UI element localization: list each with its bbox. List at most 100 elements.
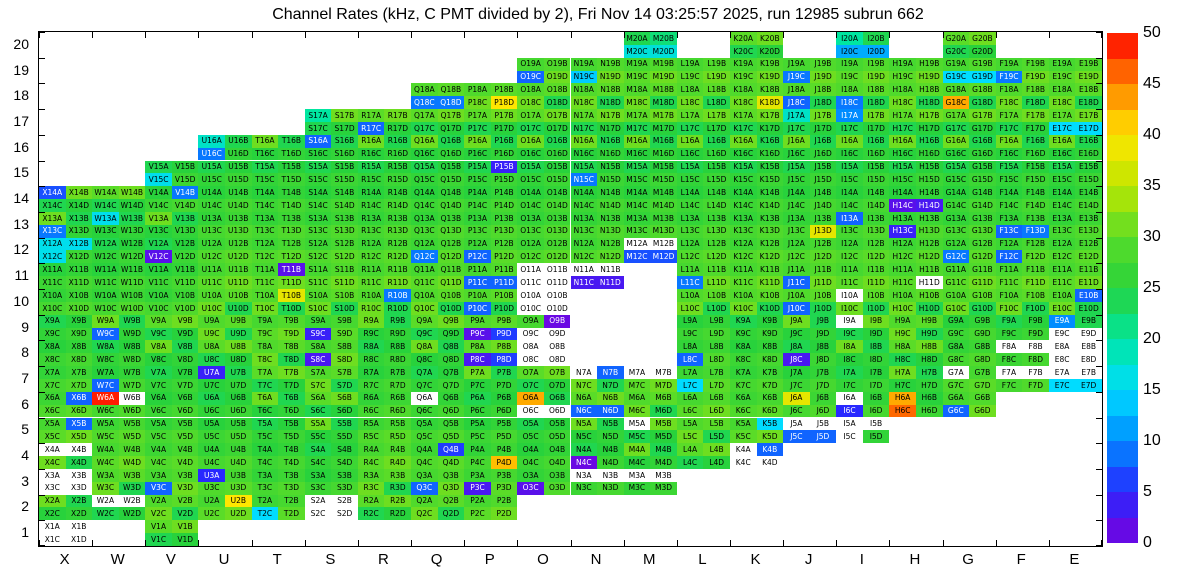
channel-cell: V6C (145, 404, 172, 418)
channel-cell: H10B (915, 289, 943, 302)
channel-cell: U13A (198, 211, 225, 225)
channel-cell: P4A (464, 443, 491, 457)
channel-cell: V12B (171, 237, 199, 251)
channel-cell: M5C (623, 430, 651, 444)
channel-cell: S2C (304, 507, 332, 521)
channel-cell: K5D (756, 430, 784, 444)
channel-cell: T5D (278, 430, 305, 444)
channel-cell: T11B (278, 263, 305, 277)
channel-cell: M17D (650, 121, 677, 135)
channel-cell: R2C (357, 507, 385, 521)
channel-cell: I12A (836, 237, 863, 251)
channel-cell: U8C (198, 353, 225, 367)
channel-cell: R8D (384, 353, 412, 367)
channel-cell: P10C (464, 301, 491, 315)
channel-cell: W10C (92, 301, 119, 315)
channel-cell: R12C (357, 250, 385, 264)
axis-tick (676, 540, 678, 546)
channel-cell: O14D (543, 199, 571, 212)
axis-tick (1096, 391, 1102, 393)
channel-cell: Q2D (437, 507, 465, 521)
channel-cell: M7B (650, 366, 677, 379)
channel-cell: L18C (676, 96, 704, 110)
channel-cell: L7D (703, 378, 730, 392)
channel-cell: U15C (198, 173, 225, 187)
channel-cell: K14D (756, 199, 784, 212)
channel-cell: J19C (783, 70, 810, 84)
channel-cell: V3D (171, 481, 199, 495)
channel-cell: W13B (118, 211, 146, 225)
channel-cell: L9C (676, 327, 704, 341)
channel-cell: T12A (251, 237, 279, 251)
channel-cell: G19A (942, 57, 970, 71)
axis-tick (1096, 83, 1102, 85)
channel-cell: N3C (570, 481, 598, 495)
channel-cell: N13B (597, 211, 624, 225)
channel-cell: F18D (1022, 96, 1049, 110)
channel-cell: S8D (331, 353, 358, 367)
channel-cell: J18C (783, 96, 810, 110)
channel-cell: R6B (384, 391, 412, 405)
channel-cell: L12D (703, 250, 730, 264)
channel-cell: N15B (597, 160, 624, 174)
y-axis-tick-label: 15 (13, 164, 29, 181)
channel-cell: X2A (39, 494, 66, 508)
channel-cell: P13C (464, 224, 491, 238)
channel-cell: P6D (490, 404, 518, 418)
channel-cell: O9C (517, 327, 544, 341)
channel-cell: X11D (65, 276, 93, 289)
channel-cell: G16A (942, 134, 970, 148)
channel-cell: Q8D (437, 353, 465, 367)
channel-cell: S13A (304, 211, 332, 225)
channel-cell: W7C (92, 378, 119, 392)
channel-cell: K19B (756, 57, 784, 71)
channel-cell: P4B (490, 443, 518, 457)
channel-cell: X10C (39, 301, 66, 315)
channel-cell: L16D (703, 147, 730, 161)
channel-cell: R16C (357, 147, 385, 161)
channel-cell: J14C (783, 199, 810, 212)
channel-cell: F16A (995, 134, 1023, 148)
channel-cell: J10C (783, 301, 810, 315)
channel-cell: V5A (145, 417, 172, 431)
channel-cell: E17B (1075, 109, 1102, 122)
axis-tick (1096, 186, 1102, 188)
channel-cell: L9B (703, 314, 730, 328)
channel-cell: L15B (703, 160, 730, 174)
channel-cell: O5B (543, 417, 571, 431)
channel-cell: K9D (756, 327, 784, 341)
channel-cell: F9B (1022, 314, 1049, 328)
channel-cell: E18A (1048, 83, 1076, 97)
channel-cell: F18B (1022, 83, 1049, 97)
channel-cell: R5B (384, 417, 412, 431)
channel-cell: O12D (543, 250, 571, 264)
channel-cell: K9B (756, 314, 784, 328)
channel-cell: E16D (1075, 147, 1102, 161)
channel-cell: F8C (995, 353, 1023, 367)
channel-cell: U9C (198, 327, 225, 341)
channel-cell: V12A (145, 237, 172, 251)
channel-cell: N6C (570, 404, 598, 418)
channel-cell: W8B (118, 340, 146, 354)
channel-cell: L5A (676, 417, 704, 431)
channel-cell: T14C (251, 199, 279, 212)
x-axis-tick-label: S (325, 551, 336, 568)
channel-cell: P7D (490, 378, 518, 392)
channel-cell: R3B (384, 468, 412, 482)
channel-cell: F16D (1022, 147, 1049, 161)
channel-cell: L11A (676, 263, 704, 277)
channel-cell: J17D (809, 121, 837, 135)
channel-cell: T16A (251, 134, 279, 148)
channel-cell: V15C (145, 173, 172, 187)
channel-cell: F17C (995, 121, 1023, 135)
channel-cell: P3A (464, 468, 491, 482)
channel-cell: K15B (756, 160, 784, 174)
channel-cell: J12C (783, 250, 810, 264)
channel-cell: X1B (65, 520, 93, 534)
channel-cell: S14A (304, 186, 332, 200)
channel-cell: H7B (915, 366, 943, 379)
channel-cell: R5D (384, 430, 412, 444)
channel-cell: J5A (783, 417, 810, 431)
channel-cell: F19B (1022, 57, 1049, 71)
channel-cell: G13A (942, 211, 970, 225)
